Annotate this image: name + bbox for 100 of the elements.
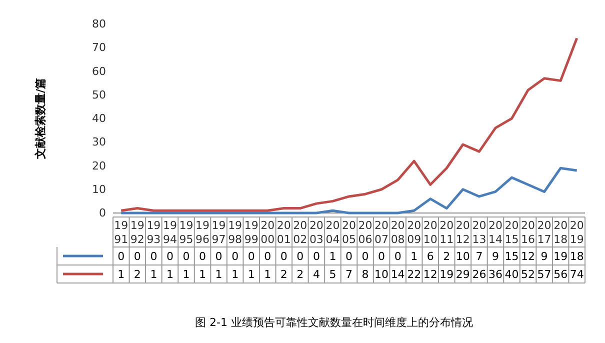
x-tick-label: 2004 xyxy=(326,219,340,246)
data-label: 0 xyxy=(378,250,386,263)
data-label: 1 xyxy=(248,268,255,281)
x-tick-label: 2015 xyxy=(504,219,519,246)
line-series xyxy=(120,36,578,212)
data-label: 10 xyxy=(374,268,389,281)
y-tick-label: 40 xyxy=(92,112,106,126)
x-tick-label: 2001 xyxy=(276,219,291,246)
x-tick-label: 2002 xyxy=(293,219,308,246)
data-label: 19 xyxy=(554,250,568,263)
x-tick-label: 2006 xyxy=(358,219,372,246)
data-label: 6 xyxy=(426,250,434,263)
data-label: 1 xyxy=(182,268,190,281)
x-tick-label: 2017 xyxy=(537,219,552,246)
data-label: 0 xyxy=(118,250,125,263)
data-label: 0 xyxy=(150,250,158,263)
text: 图 2-1 业绩预告可靠性文献数量在时间维度上的分布情况 xyxy=(195,316,473,329)
y-tick-label: 10 xyxy=(92,182,106,196)
data-label: 0 xyxy=(232,250,239,263)
data-label: 1 xyxy=(264,268,272,281)
x-tick-label: 2014 xyxy=(488,219,502,246)
y-tick-label: 50 xyxy=(92,88,106,102)
x-tick-label: 2013 xyxy=(472,219,486,246)
data-label: 0 xyxy=(362,250,369,263)
data-label: 0 xyxy=(346,250,352,263)
x-tick-label: 2007 xyxy=(374,219,389,246)
data-label: 29 xyxy=(456,268,470,281)
data-label: 52 xyxy=(521,268,536,281)
data-label: 57 xyxy=(537,268,552,281)
x-tick-label: 1995 xyxy=(179,219,194,246)
data-label: 2 xyxy=(443,250,450,263)
data-label: 36 xyxy=(488,268,502,281)
data-label: 18 xyxy=(570,250,584,263)
data-label: 14 xyxy=(390,268,405,281)
data-label: 1 xyxy=(118,268,125,281)
x-tick-label: 2005 xyxy=(342,219,356,246)
data-label: 0 xyxy=(296,250,304,263)
data-label: 8 xyxy=(362,268,369,281)
data-label: 1 xyxy=(166,268,174,281)
y-tick-label: 60 xyxy=(92,64,106,78)
x-tick-label: 1993 xyxy=(146,219,161,246)
data-label: 12 xyxy=(521,250,536,263)
x-tick-label: 1999 xyxy=(244,219,258,246)
x-tick-label: 2009 xyxy=(407,219,422,246)
data-label: 1 xyxy=(215,268,222,281)
x-tick-label: 1991 xyxy=(114,219,128,246)
data-label: 0 xyxy=(264,250,272,263)
data-label: 12 xyxy=(423,268,438,281)
data-label: 7 xyxy=(476,250,483,263)
data-label: 1 xyxy=(329,250,336,263)
y-axis-title: 文献检索数量/篇 xyxy=(34,78,47,160)
data-label: 0 xyxy=(248,250,255,263)
x-tick-label: 1996 xyxy=(196,219,210,246)
data-label: 0 xyxy=(182,250,190,263)
data-label: 56 xyxy=(554,268,568,281)
data-label: 9 xyxy=(540,250,548,263)
x-tick-label: 2019 xyxy=(570,219,584,246)
x-tick-label: 2016 xyxy=(521,219,536,246)
data-label: 19 xyxy=(440,268,454,281)
data-label: 40 xyxy=(504,268,519,281)
x-tick-label: 2012 xyxy=(456,219,470,246)
data-label: 5 xyxy=(329,268,336,281)
data-label: 74 xyxy=(570,268,584,281)
data-label: 1 xyxy=(232,268,239,281)
y-tick-label: 70 xyxy=(92,41,106,54)
data-label: 1 xyxy=(199,268,206,281)
data-label: 9 xyxy=(492,250,499,263)
data-label: 26 xyxy=(472,268,486,281)
x-tick-label: 2008 xyxy=(390,219,405,246)
data-label: 2 xyxy=(296,268,304,281)
x-tick-label: 1998 xyxy=(228,219,242,246)
data-label: 0 xyxy=(215,250,222,263)
data-label: 0 xyxy=(280,250,288,263)
x-tick-label: 2018 xyxy=(554,219,568,246)
x-tick-label: 2011 xyxy=(440,219,454,246)
x-tick-label: 1992 xyxy=(130,219,144,246)
data-label: 2 xyxy=(134,268,141,281)
data-label: 10 xyxy=(456,250,470,263)
data-label: 0 xyxy=(199,250,206,263)
y-tick-label: 20 xyxy=(92,159,106,172)
data-label: 15 xyxy=(504,250,519,263)
data-label: 22 xyxy=(407,268,422,281)
x-tick-label: 1997 xyxy=(212,219,226,246)
y-tick-label: 30 xyxy=(92,136,106,149)
x-tick-label: 2000 xyxy=(260,219,275,246)
data-label: 0 xyxy=(166,250,174,263)
x-tick-label: 2010 xyxy=(423,219,438,246)
data-label: 0 xyxy=(394,250,402,263)
y-tick-label: 0 xyxy=(99,206,106,220)
data-label: 4 xyxy=(312,268,320,281)
data-label: 0 xyxy=(312,250,320,263)
y-tick-label: 80 xyxy=(92,18,106,31)
data-label: 1 xyxy=(150,268,158,281)
x-tick-label: 1994 xyxy=(162,219,177,246)
line-series xyxy=(120,166,578,214)
data-label: 2 xyxy=(280,268,288,281)
data-label: 7 xyxy=(346,268,352,281)
data-label: 0 xyxy=(134,250,141,263)
x-tick-label: 2003 xyxy=(309,219,324,246)
data-label: 1 xyxy=(410,250,418,263)
